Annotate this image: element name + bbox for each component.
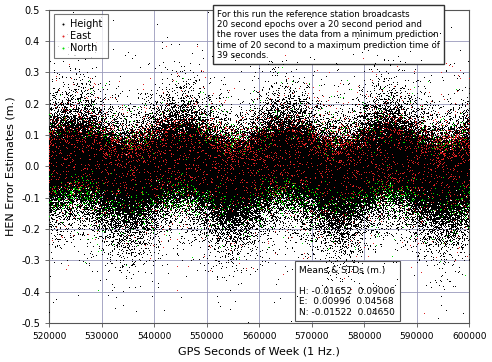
Text: For this run the reference station broadcasts
20 second epochs over a 20 second : For this run the reference station broad… xyxy=(217,9,440,60)
Y-axis label: HEN Error Estimates (m.): HEN Error Estimates (m.) xyxy=(5,96,16,236)
Legend: Height, East, North: Height, East, North xyxy=(54,14,108,58)
X-axis label: GPS Seconds of Week (1 Hz.): GPS Seconds of Week (1 Hz.) xyxy=(178,346,340,357)
Text: Means & STDs (m.)

H: -0.01652  0.09006
E:  0.00996  0.04568
N: -0.01522  0.0465: Means & STDs (m.) H: -0.01652 0.09006 E:… xyxy=(299,266,395,317)
